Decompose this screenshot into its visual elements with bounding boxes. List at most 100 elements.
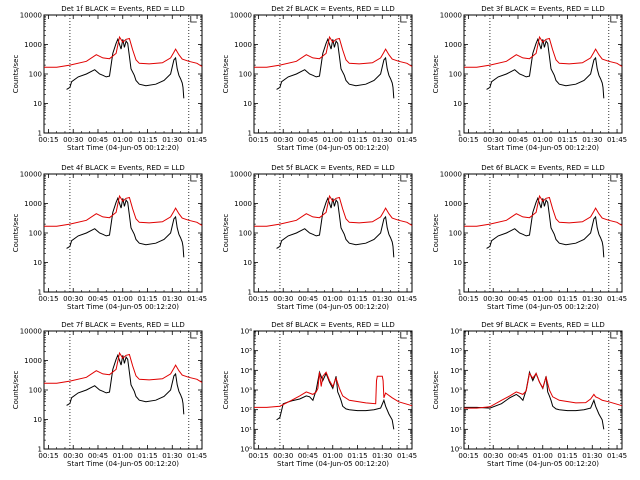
chart-panel: Det 5f BLACK = Events, RED = LLD 1 10 100 10…	[222, 164, 417, 311]
y-tick-label: 10⁴	[240, 367, 252, 375]
x-tick-label: 01:00	[323, 136, 343, 144]
y-tick-label: 10	[453, 259, 462, 267]
x-tick-label: 01:45	[187, 295, 207, 303]
x-axis-label: Start Time (04-Jun-05 00:12:20)	[277, 303, 389, 311]
y-tick-label: 10⁵	[240, 347, 252, 355]
y-tick-label: 10000	[20, 171, 42, 179]
x-tick-label: 01:45	[187, 452, 207, 460]
x-tick-label: 01:00	[533, 295, 553, 303]
x-tick-label: 01:00	[113, 136, 133, 144]
y-tick-label: 100	[29, 230, 42, 238]
x-axis-label: Start Time (04-Jun-05 00:12:20)	[277, 144, 389, 152]
y-tick-label: 1000	[24, 200, 42, 208]
y-tick-label: 1000	[24, 357, 42, 365]
y-axis-label: Counts/sec	[432, 371, 440, 410]
y-tick-label: 10⁰	[450, 446, 462, 454]
x-tick-label: 00:15	[248, 295, 268, 303]
interval-marker	[190, 332, 197, 339]
events-series-line	[276, 37, 395, 99]
events-series-line	[276, 370, 395, 430]
events-series-line	[464, 370, 605, 430]
y-tick-label: 10	[453, 100, 462, 108]
events-series-line	[66, 353, 185, 415]
y-tick-label: 1	[38, 130, 42, 138]
x-tick-label: 01:00	[113, 295, 133, 303]
x-tick-label: 00:15	[248, 136, 268, 144]
x-tick-label: 01:15	[347, 452, 367, 460]
x-tick-label: 01:00	[323, 295, 343, 303]
x-tick-label: 01:30	[372, 452, 392, 460]
x-tick-label: 01:30	[162, 136, 182, 144]
y-tick-label: 10²	[240, 406, 252, 414]
y-tick-label: 10	[243, 100, 252, 108]
x-tick-label: 00:15	[458, 295, 478, 303]
y-tick-label: 10000	[440, 171, 462, 179]
x-tick-label: 00:30	[273, 136, 293, 144]
x-tick-label: 00:15	[248, 452, 268, 460]
interval-marker	[190, 16, 197, 23]
y-tick-label: 100	[449, 71, 462, 79]
chart-title: Det 5f BLACK = Events, RED = LLD	[271, 164, 394, 172]
y-tick-label: 10000	[230, 171, 252, 179]
x-tick-label: 01:15	[557, 295, 577, 303]
x-tick-label: 01:15	[347, 295, 367, 303]
x-tick-label: 01:15	[557, 452, 577, 460]
y-tick-label: 10¹	[240, 426, 252, 434]
lld-series-line	[254, 194, 413, 227]
x-axis-label: Start Time (04-Jun-05 00:12:20)	[487, 460, 599, 468]
x-tick-label: 01:00	[323, 452, 343, 460]
x-tick-label: 01:15	[557, 136, 577, 144]
interval-marker	[190, 175, 197, 182]
x-tick-label: 01:15	[137, 452, 157, 460]
interval-marker	[400, 332, 407, 339]
y-axis-label: Counts/sec	[432, 55, 440, 94]
x-tick-label: 00:15	[38, 295, 58, 303]
x-tick-label: 00:15	[38, 452, 58, 460]
y-tick-label: 100	[239, 71, 252, 79]
plot-frame	[253, 330, 413, 450]
y-tick-label: 1	[458, 289, 462, 297]
x-axis-label: Start Time (04-Jun-05 00:12:20)	[67, 303, 179, 311]
lld-series-line	[464, 194, 623, 227]
x-tick-label: 01:30	[372, 136, 392, 144]
y-tick-label: 10000	[20, 12, 42, 20]
y-tick-label: 1000	[234, 41, 252, 49]
x-tick-label: 00:30	[63, 136, 83, 144]
x-axis-label: Start Time (04-Jun-05 00:12:20)	[487, 144, 599, 152]
x-tick-label: 01:30	[582, 136, 602, 144]
chart-title: Det 7f BLACK = Events, RED = LLD	[61, 321, 184, 329]
plot-frame	[463, 330, 623, 450]
lld-series-line	[254, 35, 413, 68]
lld-series-line	[44, 351, 203, 384]
x-tick-label: 01:45	[607, 452, 627, 460]
chart-title: Det 9f BLACK = Events, RED = LLD	[481, 321, 604, 329]
x-tick-label: 01:30	[372, 295, 392, 303]
y-axis-label: Counts/sec	[12, 55, 20, 94]
y-tick-label: 100	[29, 71, 42, 79]
y-axis-label: Counts/sec	[222, 214, 230, 253]
lld-series-line	[464, 35, 623, 68]
y-tick-label: 10⁶	[240, 328, 252, 336]
y-tick-label: 10¹	[450, 426, 462, 434]
y-tick-label: 10	[33, 259, 42, 267]
y-tick-label: 10	[33, 416, 42, 424]
x-tick-label: 00:30	[483, 136, 503, 144]
x-tick-label: 00:15	[38, 136, 58, 144]
x-tick-label: 01:45	[187, 136, 207, 144]
x-tick-label: 00:45	[298, 452, 318, 460]
y-axis-label: Counts/sec	[12, 214, 20, 253]
x-tick-label: 00:30	[483, 295, 503, 303]
x-tick-label: 01:45	[397, 295, 417, 303]
interval-marker	[400, 175, 407, 182]
x-tick-label: 00:45	[298, 136, 318, 144]
interval-marker	[610, 16, 617, 23]
x-tick-label: 01:45	[607, 295, 627, 303]
x-tick-label: 01:15	[137, 295, 157, 303]
lld-series-line	[44, 194, 203, 227]
chart-panel: Det 7f BLACK = Events, RED = LLD 1 10 100 10…	[12, 321, 207, 468]
chart-title: Det 1f BLACK = Events, RED = LLD	[61, 5, 184, 13]
chart-title: Det 4f BLACK = Events, RED = LLD	[61, 164, 184, 172]
interval-marker	[610, 332, 617, 339]
x-tick-label: 00:30	[273, 295, 293, 303]
